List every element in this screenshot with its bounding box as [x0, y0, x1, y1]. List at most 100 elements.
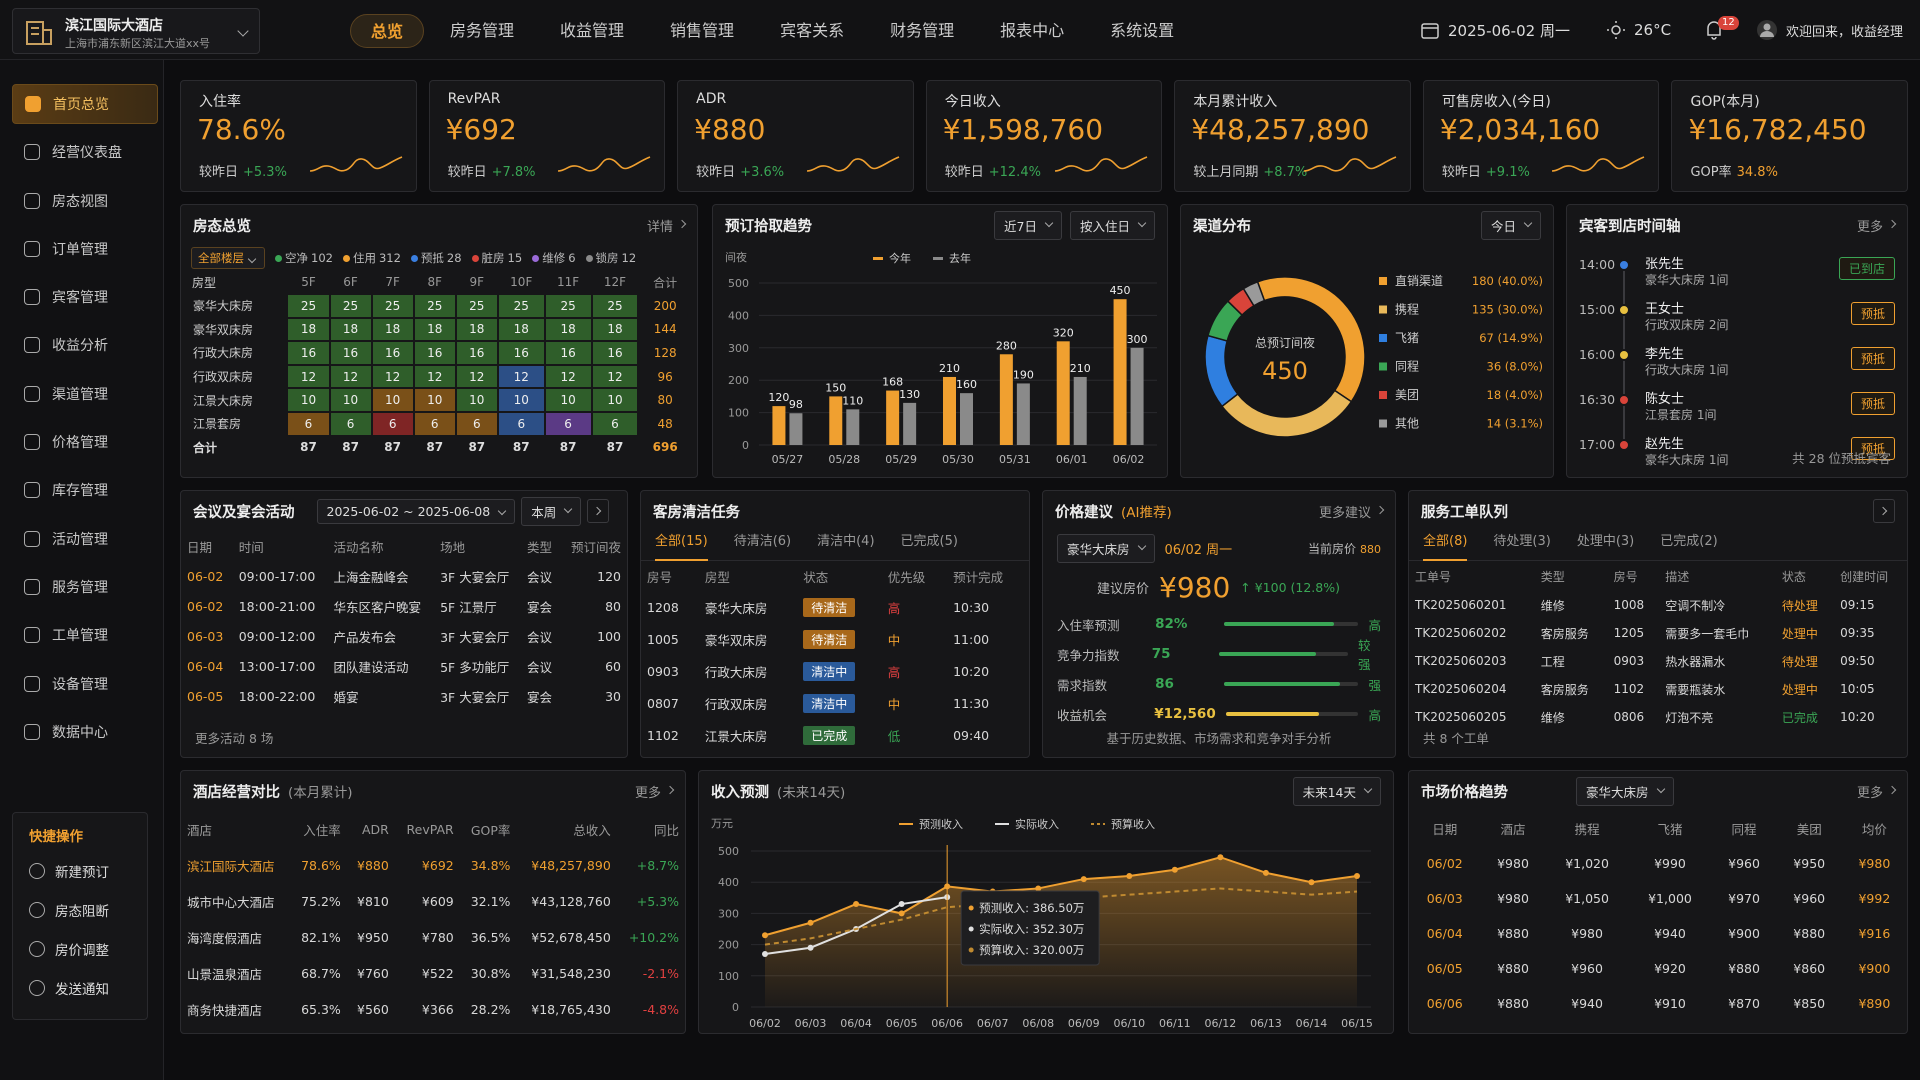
more-link[interactable]: 更多建议: [1319, 502, 1383, 521]
table-cell: ¥609: [421, 893, 454, 909]
menu-item[interactable]: 服务管理: [12, 567, 158, 607]
panel-settings[interactable]: [1873, 499, 1895, 523]
kpi-card: 今日收入 ¥1,598,760 较昨日 +12.4%: [925, 80, 1163, 192]
menu-item[interactable]: 数据中心: [12, 712, 158, 752]
tab[interactable]: 已完成(2): [1660, 534, 1718, 549]
room-select[interactable]: 豪华大床房: [1057, 533, 1155, 563]
more-link[interactable]: 更多: [1857, 216, 1895, 235]
arrival-status: 预抵: [1850, 347, 1895, 370]
dropdown[interactable]: 未来14天: [1292, 776, 1381, 806]
metric-track: [1218, 652, 1348, 656]
table-cell: TK2025060201: [1415, 598, 1507, 612]
nav-item[interactable]: 收益管理: [560, 21, 625, 40]
more-link[interactable]: 更多: [1857, 782, 1895, 801]
menu-item[interactable]: 经营仪表盘: [12, 132, 158, 172]
menu-item[interactable]: 收益分析: [12, 325, 158, 365]
table-cell: 60: [605, 658, 621, 674]
quick-item[interactable]: 新建预订: [13, 851, 147, 890]
table-cell: ¥980: [1497, 856, 1529, 871]
legend-item: 脏房 15: [471, 250, 522, 266]
nav-item[interactable]: 总览: [350, 14, 425, 48]
menu-item[interactable]: 渠道管理: [12, 374, 158, 414]
sparkline: [806, 156, 900, 172]
tab[interactable]: 处理中(3): [1576, 534, 1635, 549]
nav-item[interactable]: 财务管理: [890, 21, 955, 40]
table-cell: 待清洁: [797, 591, 882, 623]
notification-button[interactable]: [1704, 0, 1724, 60]
work-order-footer: 共 8 个工单: [1423, 731, 1489, 746]
table-cell: 5F 江景厅: [440, 599, 497, 615]
quick-item[interactable]: 房态阻断: [13, 890, 147, 929]
dropdown[interactable]: 按入住日: [1069, 210, 1155, 240]
table-cell: 06/03: [1426, 891, 1463, 906]
x-tick-label: 06/02: [749, 1017, 781, 1030]
menu-item[interactable]: 价格管理: [12, 422, 158, 462]
metric-bar: [1224, 682, 1340, 686]
more-link[interactable]: 更多: [635, 782, 673, 801]
tab[interactable]: 待清洁(6): [733, 534, 792, 549]
table-cell: 豪华大床房: [704, 600, 768, 616]
menu-item[interactable]: 订单管理: [12, 229, 158, 269]
menu-item[interactable]: 活动管理: [12, 519, 158, 559]
nav-item[interactable]: 系统设置: [1110, 21, 1175, 40]
tab[interactable]: 全部(8): [1423, 531, 1468, 561]
nav-item[interactable]: 销售管理: [670, 21, 735, 40]
menu-item[interactable]: 宾客管理: [12, 277, 158, 317]
more-link[interactable]: 详情: [647, 216, 685, 235]
arrival-status: 已到店: [1838, 257, 1895, 280]
tab[interactable]: 全部(15): [655, 531, 708, 561]
tab[interactable]: 已完成(5): [900, 534, 958, 549]
menu-item[interactable]: 首页总览: [12, 84, 158, 124]
room-cell: 18: [412, 316, 457, 343]
menu-item[interactable]: 房态视图: [12, 181, 158, 221]
nav-item[interactable]: 宾客关系: [780, 21, 845, 40]
quick-item[interactable]: 发送通知: [13, 968, 147, 1007]
floor-filter[interactable]: 全部楼层: [191, 247, 265, 269]
user-menu[interactable]: 欢迎回来，收益经理: [1756, 0, 1903, 60]
menu-item[interactable]: 库存管理: [12, 470, 158, 510]
tab-bar: 全部(15) 待清洁(6) 清洁中(4) 已完成(5): [641, 531, 1029, 561]
nav-item[interactable]: 房务管理: [450, 21, 515, 40]
column-header: 日期: [187, 539, 213, 555]
guest-room: 行政大床房 1间: [1645, 363, 1729, 377]
menu-item[interactable]: 设备管理: [12, 664, 158, 704]
table-cell: 婚宴: [333, 689, 359, 705]
room-select[interactable]: 豪华大床房: [1576, 776, 1674, 806]
hotel-switcher[interactable]: 滨江国际大酒店 上海市浦东新区滨江大道xx号: [12, 8, 260, 54]
top-bar: 滨江国际大酒店 上海市浦东新区滨江大道xx号 总览 房务管理 收益管理 销售管理 宾客关…: [0, 0, 1920, 60]
x-tick-label: 06/02: [1113, 453, 1145, 466]
column-header: 7F: [385, 275, 400, 289]
table-cell: 宴会: [526, 689, 552, 705]
tab[interactable]: 清洁中(4): [817, 534, 875, 549]
panel-note: (未来14天): [777, 785, 846, 801]
room-cell: 6: [496, 410, 546, 437]
menu-icon: [24, 723, 40, 740]
table-cell: 滨江国际大酒店: [187, 858, 275, 874]
tab[interactable]: 待处理(3): [1493, 534, 1551, 549]
dropdown[interactable]: 今日: [1480, 210, 1541, 240]
priority-text: 高: [887, 664, 901, 680]
arrival-time: 17:00: [1579, 437, 1616, 452]
column-header: 合计: [653, 275, 678, 290]
timeline-dot: [1618, 304, 1630, 316]
table-cell: ¥18,765,430: [531, 1001, 611, 1017]
quick-item[interactable]: 房价调整: [13, 929, 147, 968]
date-range[interactable]: 2025-06-02 ~ 2025-06-08: [316, 498, 516, 524]
table-row: 江景套房 6 6 6 6 6 6 6 6 48: [184, 410, 693, 437]
nav-item[interactable]: 报表中心: [1000, 21, 1065, 40]
table-cell: 1102: [1613, 682, 1645, 696]
menu-item[interactable]: 工单管理: [12, 615, 158, 655]
table-cell: 山景温泉酒店: [187, 966, 263, 982]
menu-icon: [24, 434, 40, 451]
next-button[interactable]: [587, 499, 610, 523]
avatar: [1757, 20, 1777, 40]
dropdown[interactable]: 近7日: [994, 210, 1062, 240]
x-tick-label: 06/01: [1056, 453, 1088, 466]
period-select[interactable]: 本周: [521, 496, 582, 526]
kpi-card: RevPAR ¥692 较昨日 +7.8%: [428, 80, 666, 192]
room-cell: 12: [370, 363, 415, 390]
room-type: 行政大床房: [184, 340, 289, 366]
table-body: 1208 豪华大床房 待清洁高 10:30 1005 豪华双床房 待清洁中 11:00 0903…: [641, 591, 1029, 751]
suggest-label: 建议房价: [1097, 581, 1150, 597]
table-cell: ¥522: [421, 965, 454, 981]
